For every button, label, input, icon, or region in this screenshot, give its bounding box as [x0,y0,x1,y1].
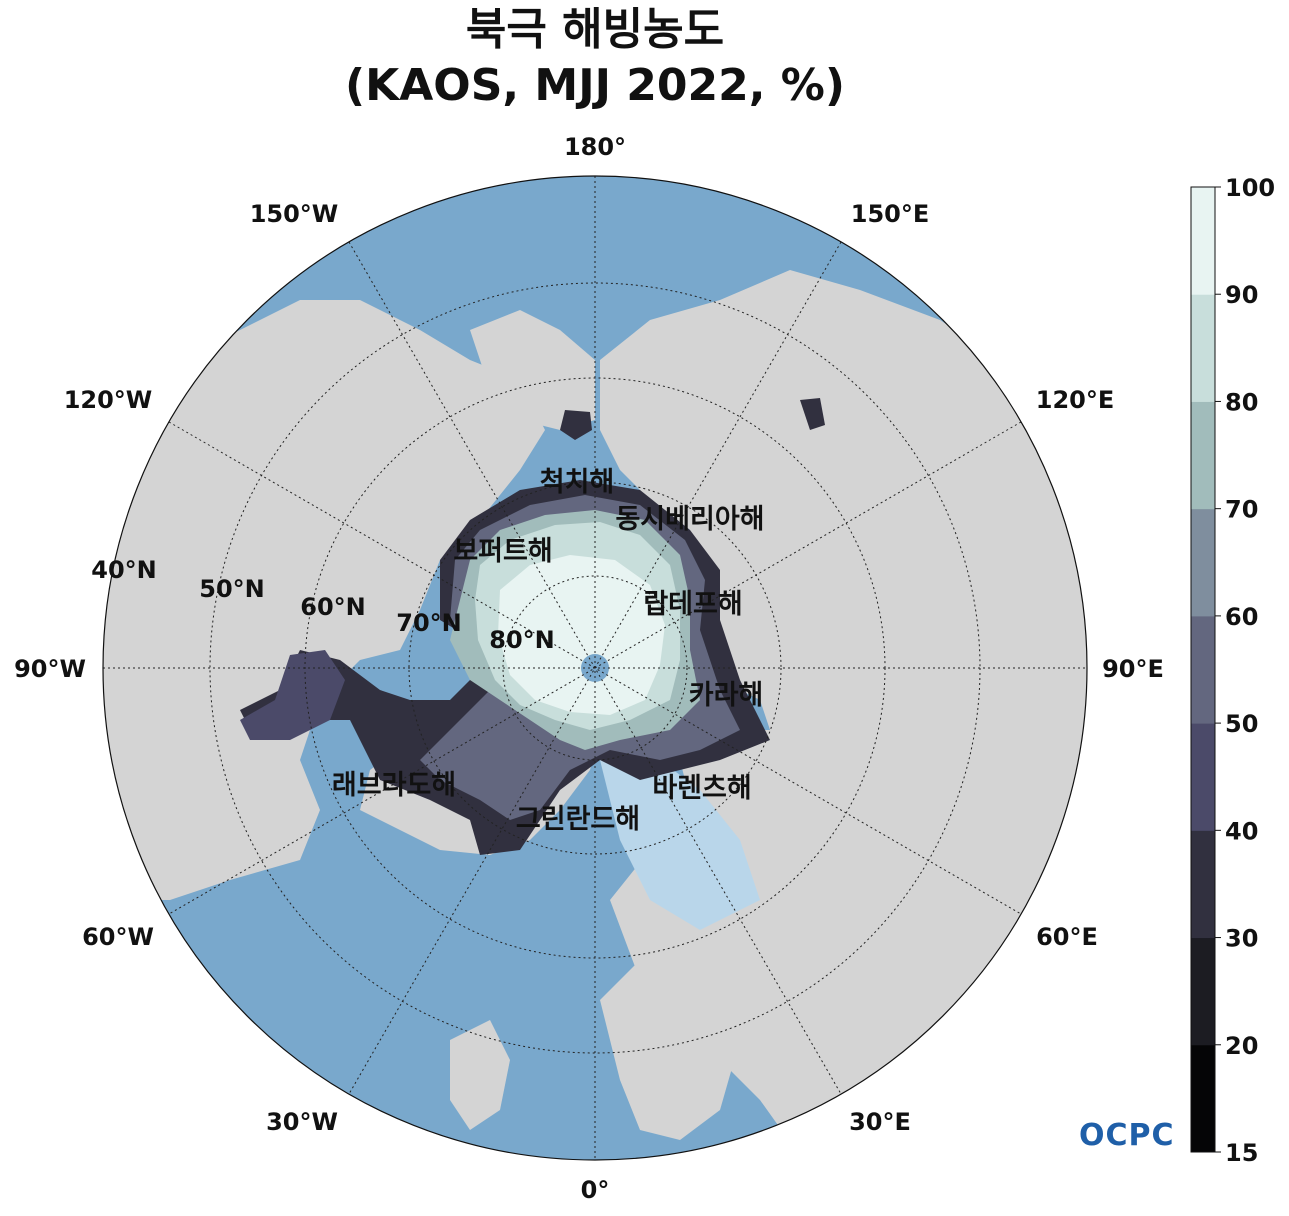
sea-label-barents: 바렌츠해 [652,773,751,804]
colorbar-segment [1191,401,1215,510]
land-north-america [103,300,545,900]
colorbar-tick-label: 20 [1225,1032,1258,1060]
colorbar-tick-label: 15 [1225,1139,1258,1167]
ice-hudson-bay [240,650,345,740]
colorbar-segment [1191,615,1215,724]
lon-label-90e: 90°E [1102,655,1164,683]
lon-label-120e: 120°E [1036,386,1115,414]
colorbar-tick-label: 90 [1225,281,1258,309]
lat-label-70n: 70°N [396,609,461,637]
colorbar-segment [1191,1044,1215,1153]
lon-label-60e: 60°E [1036,923,1098,951]
ocean-shelf [600,760,760,930]
sea-label-east-siberian: 동시베리아해 [615,504,764,535]
colorbar-segment [1191,294,1215,402]
lon-label-180: 180° [564,133,626,161]
colorbar-border [1190,186,1216,1153]
sea-label-kara: 카라해 [689,680,764,711]
lon-label-60w: 60°W [82,923,154,951]
lon-label-0: 0° [581,1176,610,1204]
colorbar: 15 20 30 40 50 60 70 80 90 100 [1190,174,1275,1167]
sea-label-labrador: 래브라도해 [332,770,456,801]
sea-label-laptev: 랍테프해 [643,589,742,620]
colorbar-segment [1191,508,1215,617]
colorbar-tick-label: 60 [1225,603,1258,631]
land-eurasia [600,270,1087,1160]
ocpc-logo: OCPC [1079,1118,1175,1153]
sea-label-beaufort: 보퍼트해 [453,536,552,567]
lon-label-90w: 90°W [14,655,86,683]
lon-label-120w: 120°W [64,386,153,414]
land-british-isles [450,1020,510,1130]
map-title: 북극 해빙농도 (KAOS, MJJ 2022, %) [0,2,1190,114]
lon-label-150w: 150°W [250,200,339,228]
lat-label-80n: 80°N [489,626,554,654]
land-alaska [470,310,595,430]
map-title-line1: 북극 해빙농도 [465,4,725,55]
lat-label-60n: 60°N [300,593,365,621]
map-body [103,176,1087,1160]
colorbar-segment [1191,830,1215,939]
colorbar-tick-label: 100 [1225,174,1275,202]
lon-label-30e: 30°E [849,1108,911,1136]
sea-label-greenland: 그린란드해 [516,804,640,835]
graticule [103,176,1087,1160]
colorbar-tick-label: 40 [1225,817,1258,845]
colorbar-segment [1191,723,1215,831]
lon-label-150e: 150°E [851,200,930,228]
ice-90-100 [498,555,665,715]
lon-label-30w: 30°W [266,1108,338,1136]
colorbar-segment [1191,937,1215,1046]
map-title-line2: (KAOS, MJJ 2022, %) [345,60,845,111]
land-scandinavia [600,940,740,1140]
colorbar-tick-label: 80 [1225,388,1258,416]
lat-label-40n: 40°N [91,556,156,584]
colorbar-tick-label: 50 [1225,710,1258,738]
sea-label-chukchi: 척치해 [540,467,615,498]
lat-label-50n: 50°N [199,575,264,603]
colorbar-tick-label: 30 [1225,925,1258,953]
map-border [102,175,1088,1161]
colorbar-tick-label: 70 [1225,496,1258,524]
colorbar-segment [1191,187,1215,295]
